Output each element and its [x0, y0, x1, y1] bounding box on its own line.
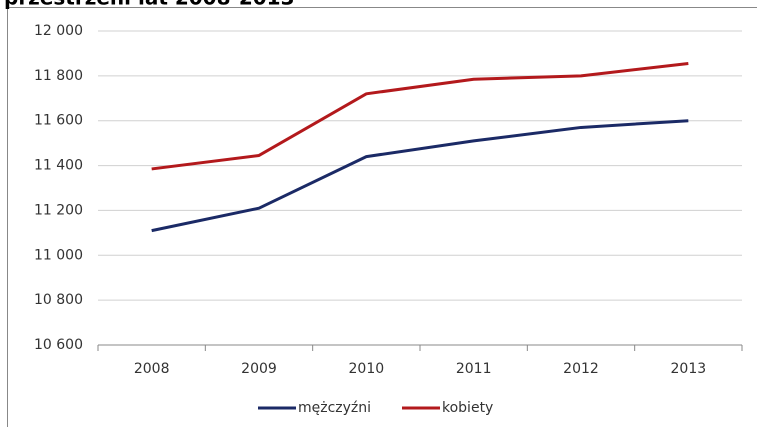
- series-line: [151, 62, 689, 171]
- y-tick-label: 11 000: [34, 247, 83, 263]
- x-tick-label: 2008: [134, 361, 170, 377]
- y-tick-label: 11 200: [34, 202, 83, 218]
- chart-title: przestrzeni lat 2008-2013: [4, 0, 294, 10]
- y-tick-label: 11 800: [34, 68, 83, 84]
- series-line: [151, 119, 689, 233]
- legend-label: mężczyźni: [298, 400, 371, 416]
- x-tick-label: 2009: [241, 361, 277, 377]
- x-tick-label: 2012: [563, 361, 599, 377]
- x-tick-label: 2010: [349, 361, 385, 377]
- y-tick-label: 10 600: [34, 337, 83, 353]
- y-tick-label: 11 400: [34, 158, 83, 174]
- x-tick-label: 2011: [456, 361, 492, 377]
- y-tick-label: 11 600: [34, 113, 83, 129]
- legend-label: kobiety: [442, 400, 493, 416]
- x-tick-label: 2013: [671, 361, 707, 377]
- y-tick-label: 12 000: [34, 23, 83, 39]
- chart-frame: [7, 7, 757, 427]
- y-tick-label: 10 800: [34, 292, 83, 308]
